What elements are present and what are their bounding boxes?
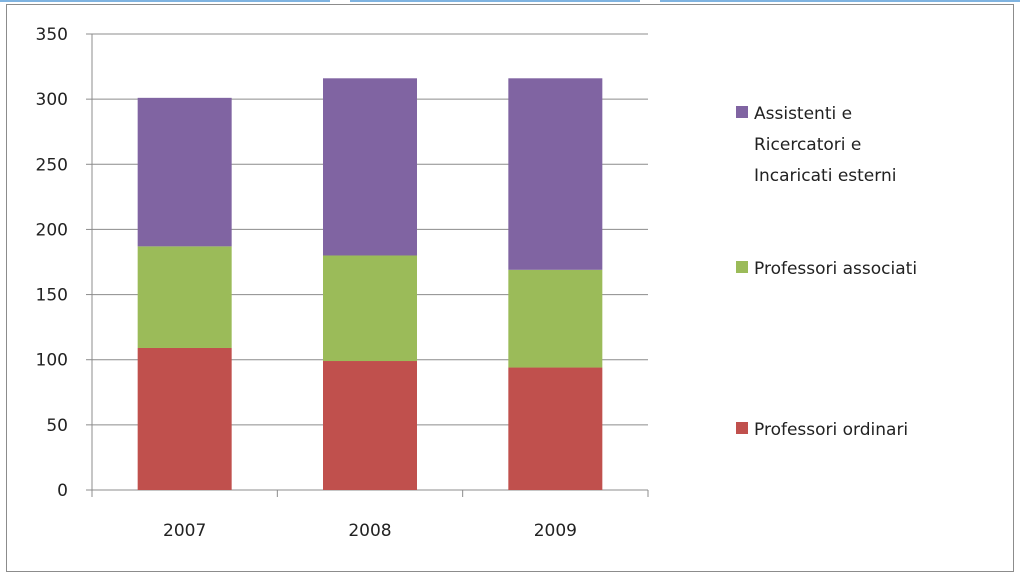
x-tick-label: 2007	[163, 521, 206, 541]
bar-segment	[323, 78, 417, 255]
y-tick-label: 100	[36, 351, 68, 371]
x-tick-label: 2009	[534, 521, 577, 541]
y-tick-label: 200	[36, 220, 68, 240]
bar-segment	[138, 348, 232, 490]
bar-segment	[508, 78, 602, 270]
legend-swatch	[736, 106, 748, 118]
legend-label: Assistenti e	[754, 104, 852, 124]
legend-swatch	[736, 261, 748, 273]
x-tick-label: 2008	[348, 521, 391, 541]
y-tick-label: 350	[36, 25, 68, 45]
bar-segment	[138, 98, 232, 247]
bar-segment	[508, 368, 602, 490]
y-tick-label: 50	[46, 416, 68, 436]
y-tick-label: 300	[36, 90, 68, 110]
legend-label: Incaricati esterni	[754, 166, 896, 186]
y-tick-label: 0	[57, 481, 68, 501]
legend-label: Professori ordinari	[754, 420, 908, 440]
bar-segment	[323, 361, 417, 490]
y-tick-label: 150	[36, 286, 68, 306]
legend-swatch	[736, 422, 748, 434]
bar-segment	[508, 270, 602, 368]
bar-segment	[323, 255, 417, 361]
legend-label: Professori associati	[754, 259, 917, 279]
legend-label: Ricercatori e	[754, 135, 861, 155]
bar-segment	[138, 246, 232, 348]
y-tick-label: 250	[36, 155, 68, 175]
